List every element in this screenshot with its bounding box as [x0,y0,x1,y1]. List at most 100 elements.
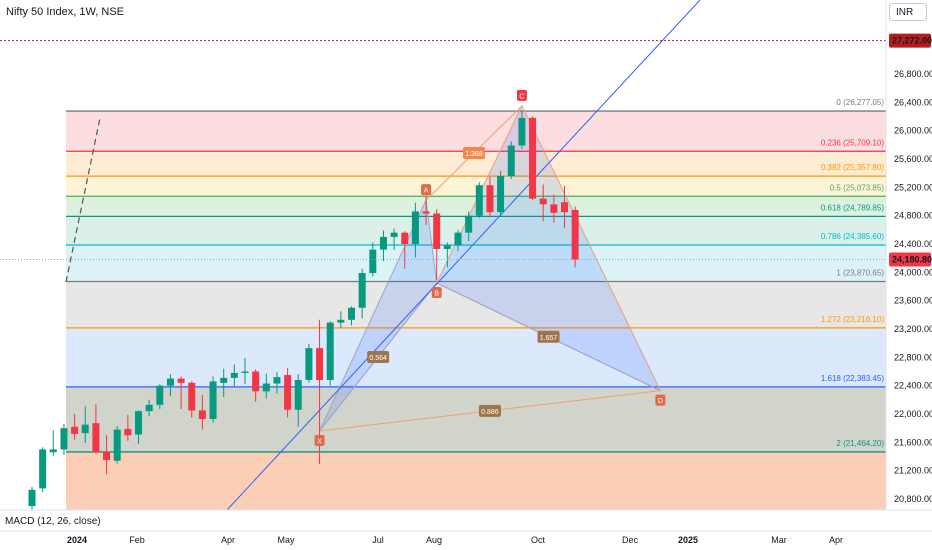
price-tick-label: 22,400.00 [894,381,932,391]
candle-body [529,117,537,199]
harmonic-ratio-label: 1.368 [465,151,483,158]
candle-body [273,377,281,384]
candle-body [305,348,313,380]
harmonic-labels: X A B C D 0.564 1.368 1.657 0.886 [314,89,666,446]
candle-body [135,411,142,435]
candle-body [71,426,79,434]
harmonic-ratio-label: 1.657 [540,335,558,342]
currency-selector[interactable]: INR [889,3,927,21]
time-tick-label: May [277,535,295,545]
candle-body [379,236,387,250]
trendline-group [65,0,701,511]
candle-body [443,245,451,249]
price-tick-label: 22,800.00 [894,352,932,362]
candle-body [390,232,398,237]
candle-body [454,232,462,246]
harmonic-point-badge [431,286,442,298]
fib-level-label: 0 (26,277.05) [836,98,884,107]
candle-body [252,371,260,392]
candle-body [81,424,89,434]
price-axis[interactable]: 20,800.00 21,200.00 21,600.00 22,000.00 22,4… [885,0,932,510]
high-price-badge [889,33,931,48]
harmonic-point-badge [516,89,527,101]
price-tick-label: 26,000.00 [894,126,932,136]
price-tick-label: 23,200.00 [894,324,932,334]
last-price-label: 24,180.80 [892,255,932,265]
fib-band [66,245,886,282]
candle-body [92,423,100,453]
fib-level-label: 0.618 (24,789.85) [821,203,884,212]
time-tick-label: Oct [531,535,546,545]
candle-body [220,377,228,383]
price-line-group [0,40,886,261]
trendline-blue [226,0,701,511]
price-tick-label: 26,400.00 [894,97,932,107]
candle-body [28,489,36,507]
candle-body [316,348,324,380]
candle-body [262,383,270,392]
price-tick-label: 23,600.00 [894,296,932,306]
candle-body [198,410,206,419]
fib-band [66,281,886,328]
candle-body [326,322,334,380]
candle-body [113,429,121,461]
fib-level-label: 2 (21,464.20) [836,439,884,448]
candle-body [39,449,47,489]
fib-level-label: 1 (23,870.65) [836,268,884,277]
candle-body [156,385,164,405]
candle-body [294,380,302,410]
harmonic-ratio-badge [367,350,390,363]
fib-level-label: 0.5 (25,073.85) [830,183,885,192]
time-tick-label: 2024 [67,535,87,545]
candle-body [177,378,185,383]
candle-body [188,382,196,411]
harmonic-point-label: D [658,398,663,405]
candle-body [166,378,174,386]
macd-indicator-label[interactable]: MACD (12, 26, close) [5,516,101,527]
fib-level-label: 0.382 (25,357.80) [821,163,884,172]
candle-body [561,202,568,213]
candle-body [518,117,526,146]
fib-level-label: 1.272 (23,216.10) [821,315,884,324]
time-tick-label: 2025 [678,535,698,545]
trendline-dashed [65,117,101,283]
time-axis[interactable]: 2024 Feb Apr May Jul Aug Oct Dec 2025 Mar Apr [0,509,932,545]
candle-body [49,449,57,453]
harmonic-ratio-label: 0.564 [369,355,387,362]
harmonic-point-badge [421,184,432,196]
fib-band [66,451,886,510]
candle-body [209,381,217,419]
harmonic-point-label: A [424,188,429,195]
harmonic-ratio-label: 0.886 [481,409,499,416]
price-tick-label: 24,000.00 [894,267,932,277]
candle-body [60,428,68,450]
harmonic-point-label: B [434,290,439,297]
fib-fill-group [66,111,886,510]
candle-body [103,451,111,461]
time-tick-label: Feb [129,535,145,545]
harmonic-point-label: X [317,439,322,446]
fib-level-label: 0.786 (24,385.60) [821,232,884,241]
candle-body [539,198,547,205]
harmonic-ratio-badge [478,404,501,417]
candle-body [433,213,441,249]
candle-body [465,215,473,233]
candle-body [124,428,132,436]
symbol-title[interactable]: Nifty 50 Index, 1W, NSE [6,6,124,18]
candle-body [230,372,238,378]
harmonic-point-badge [655,394,666,406]
price-tick-label: 24,800.00 [894,211,932,221]
fib-level-label: 0.236 (25,709.10) [821,138,884,147]
time-tick-label: Jul [372,535,384,545]
fib-band [66,327,886,387]
harmonic-point-label: C [519,93,524,100]
candle-body [401,232,409,244]
candle-body [337,319,345,323]
harmonic-ratio-badge [537,330,560,343]
price-tick-label: 21,200.00 [894,466,932,476]
time-tick-label: Dec [622,535,639,545]
candle-body [422,211,430,214]
fib-band [66,216,886,246]
price-tick-label: 20,800.00 [894,494,932,504]
